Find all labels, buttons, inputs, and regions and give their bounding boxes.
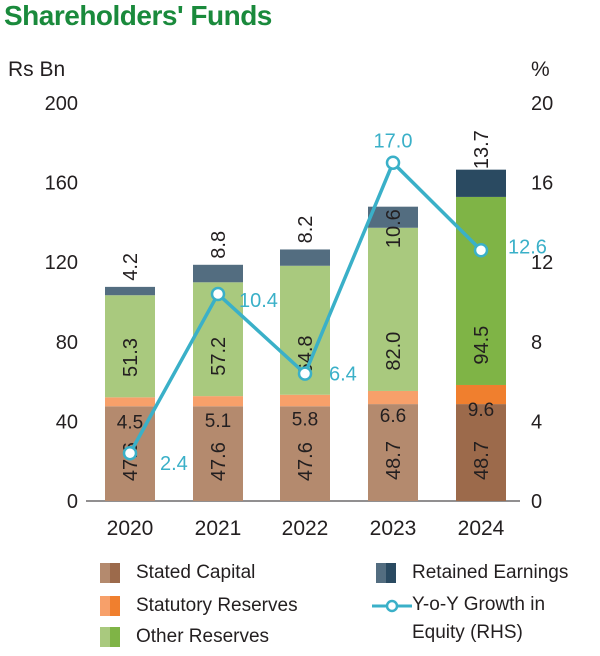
data-label-other-reserves: 94.5 — [471, 326, 493, 365]
y-left-tick-label: 160 — [45, 173, 78, 195]
bar-statutory-reserves — [193, 396, 243, 407]
y-left-tick-label: 0 — [67, 491, 78, 513]
growth-point — [385, 155, 401, 170]
bar-retained-earnings — [456, 169, 506, 197]
y-right-tick-label: 8 — [531, 332, 542, 354]
data-label-other-reserves: 64.8 — [295, 335, 317, 374]
data-label-statutory-reserves: 9.6 — [468, 400, 494, 421]
growth-data-label: 12.6 — [508, 236, 547, 258]
x-tick-label: 2022 — [282, 517, 329, 540]
legend-swatch-retained-earnings — [376, 563, 396, 583]
bar-retained-earnings — [193, 264, 243, 283]
data-label-retained-earnings: 13.7 — [471, 130, 493, 169]
data-label-statutory-reserves: 5.1 — [205, 411, 231, 432]
growth-point — [210, 286, 226, 302]
legend-swatch-statutory-reserves — [100, 596, 120, 616]
legend-label: Statutory Reserves — [136, 595, 298, 616]
data-label-other-reserves: 57.2 — [208, 337, 230, 376]
legend-label: Stated Capital — [136, 562, 256, 583]
bar-other-reserves — [105, 295, 155, 398]
data-label-other-reserves: 51.3 — [120, 338, 142, 377]
y-right-tick-label: 4 — [531, 411, 542, 433]
bar-other-reserves — [368, 227, 418, 391]
bar-statutory-reserves — [368, 390, 418, 405]
legend-label: Other Reserves — [136, 626, 270, 647]
growth-point — [473, 243, 489, 258]
y-left-tick-label: 200 — [45, 93, 78, 115]
x-tick-label: 2023 — [370, 517, 417, 540]
legend-label: Equity (RHS) — [412, 622, 523, 643]
data-label-retained-earnings: 4.2 — [120, 253, 142, 281]
data-label-retained-earnings: 10.6 — [383, 209, 405, 248]
bar-retained-earnings — [105, 286, 155, 296]
x-tick-label: 2024 — [458, 517, 505, 540]
data-label-retained-earnings: 8.8 — [208, 231, 230, 259]
growth-data-label: 17.0 — [374, 131, 413, 153]
data-label-stated-capital: 48.7 — [383, 441, 405, 480]
bar-other-reserves — [456, 196, 506, 385]
y-right-tick-label: 12 — [531, 252, 553, 274]
y-left-tick-label: 120 — [45, 252, 78, 274]
data-label-other-reserves: 82.0 — [383, 332, 405, 371]
chart-title: Shareholders' Funds — [4, 0, 272, 31]
legend-item-statutory-reserves: Statutory Reserves — [100, 595, 298, 617]
growth-point — [297, 366, 313, 381]
y-left-tick-label: 80 — [56, 332, 78, 354]
legend-item-stated-capital: Stated Capital — [100, 562, 255, 584]
legend-item-growth-cont: Equity (RHS) — [412, 622, 523, 644]
legend-item-other-reserves: Other Reserves — [100, 626, 269, 648]
data-label-statutory-reserves: 5.8 — [292, 410, 318, 431]
y-right-tick-label: 20 — [531, 93, 553, 115]
bar-statutory-reserves — [280, 394, 330, 407]
data-label-statutory-reserves: 6.6 — [380, 406, 406, 427]
data-label-statutory-reserves: 4.5 — [117, 412, 143, 433]
y-left-axis-label: Rs Bn — [8, 58, 65, 81]
bar-stated-capital — [456, 404, 506, 501]
legend-swatch-stated-capital — [100, 563, 120, 583]
data-label-stated-capital: 47.6 — [295, 442, 317, 481]
data-label-stated-capital: 47.6 — [208, 442, 230, 481]
legend-swatch-other-reserves — [100, 627, 120, 647]
legend-line-marker — [372, 599, 412, 613]
y-left-tick-label: 40 — [56, 411, 78, 433]
legend-item-growth: Y-o-Y Growth in — [412, 594, 545, 616]
bar-retained-earnings — [368, 206, 418, 228]
y-right-tick-label: 16 — [531, 173, 553, 195]
bar-statutory-reserves — [105, 397, 155, 407]
growth-data-label: 10.4 — [239, 290, 278, 312]
x-tick-label: 2020 — [107, 517, 154, 540]
legend-label: Y-o-Y Growth in — [412, 594, 546, 615]
growth-data-label: 6.4 — [329, 364, 357, 386]
bar-statutory-reserves — [456, 384, 506, 405]
legend-label: Retained Earnings — [412, 562, 569, 583]
growth-data-label: 2.4 — [160, 453, 188, 475]
data-label-retained-earnings: 8.2 — [295, 216, 317, 244]
x-tick-label: 2021 — [195, 517, 242, 540]
y-right-axis-label: % — [531, 58, 550, 81]
y-right-tick-label: 0 — [531, 491, 542, 513]
bar-retained-earnings — [280, 249, 330, 266]
growth-point — [122, 445, 138, 461]
bar-stated-capital — [280, 406, 330, 501]
bar-stated-capital — [193, 406, 243, 501]
legend-item-retained-earnings: Retained Earnings — [376, 562, 568, 584]
data-label-stated-capital: 48.7 — [471, 441, 493, 480]
bar-stated-capital — [368, 404, 418, 501]
